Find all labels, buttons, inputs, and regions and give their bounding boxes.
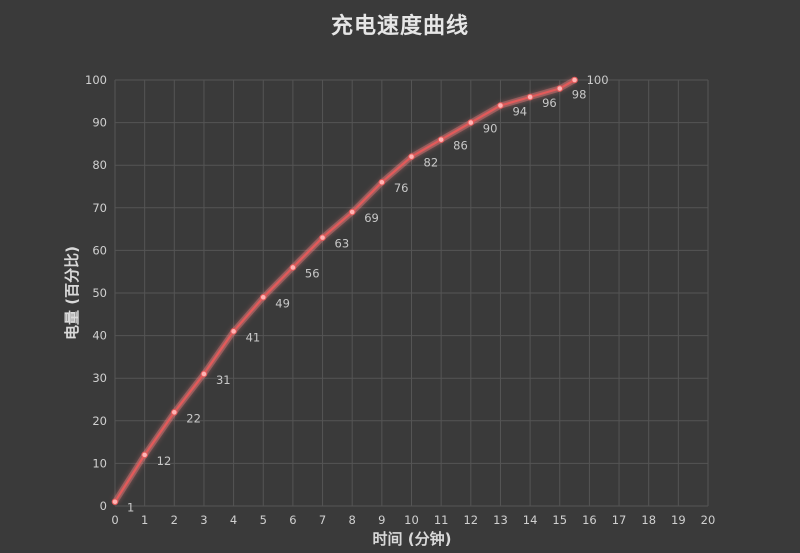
y-tick-label: 10 bbox=[92, 456, 107, 470]
data-label: 56 bbox=[305, 266, 320, 280]
data-point bbox=[319, 234, 326, 241]
y-tick-label: 70 bbox=[92, 201, 107, 215]
data-label: 1 bbox=[127, 501, 134, 515]
data-point bbox=[111, 498, 119, 506]
data-point bbox=[348, 208, 356, 216]
data-label: 100 bbox=[587, 73, 609, 87]
data-point bbox=[230, 328, 237, 335]
data-point bbox=[259, 293, 267, 301]
data-point bbox=[497, 102, 504, 109]
x-axis-label: 时间 (分钟) bbox=[373, 530, 452, 548]
x-tick-label: 16 bbox=[582, 513, 597, 527]
x-tick-label: 4 bbox=[230, 513, 237, 527]
data-label: 86 bbox=[453, 139, 468, 153]
x-tick-label: 11 bbox=[434, 513, 449, 527]
data-label: 12 bbox=[157, 454, 172, 468]
series-line bbox=[114, 79, 576, 503]
data-point bbox=[378, 178, 386, 186]
data-point bbox=[171, 408, 178, 416]
x-tick-label: 15 bbox=[552, 513, 567, 527]
data-label: 31 bbox=[216, 373, 231, 387]
series-line-group bbox=[112, 77, 577, 504]
data-label: 63 bbox=[335, 237, 350, 251]
y-tick-label: 0 bbox=[100, 499, 107, 513]
data-point bbox=[526, 93, 534, 101]
x-tick-label: 2 bbox=[171, 513, 178, 527]
data-point bbox=[467, 119, 475, 126]
data-point bbox=[571, 76, 578, 84]
x-tick-label: 3 bbox=[200, 513, 207, 527]
data-points bbox=[111, 76, 578, 506]
data-label: 98 bbox=[572, 88, 587, 102]
y-tick-label: 90 bbox=[92, 116, 107, 130]
x-tick-label: 17 bbox=[612, 513, 627, 527]
data-label: 96 bbox=[542, 96, 557, 110]
x-tick-label: 14 bbox=[523, 513, 538, 527]
x-tick-label: 9 bbox=[378, 513, 385, 527]
data-point bbox=[408, 153, 415, 160]
data-point bbox=[200, 370, 208, 378]
data-label: 41 bbox=[246, 330, 261, 344]
y-tick-label: 80 bbox=[92, 158, 107, 172]
x-tick-label: 19 bbox=[671, 513, 686, 527]
data-point bbox=[437, 136, 445, 143]
x-tick-label: 6 bbox=[289, 513, 296, 527]
data-label: 22 bbox=[186, 411, 201, 425]
x-tick-label: 20 bbox=[701, 513, 716, 527]
y-tick-label: 30 bbox=[92, 371, 107, 385]
y-tick-label: 60 bbox=[92, 243, 107, 257]
data-point bbox=[289, 264, 297, 271]
y-axis-label: 电量 (百分比) bbox=[63, 246, 81, 340]
x-tick-label: 18 bbox=[641, 513, 656, 527]
x-tick-label: 5 bbox=[260, 513, 267, 527]
y-tick-label: 20 bbox=[92, 414, 107, 428]
chart-title: 充电速度曲线 bbox=[330, 14, 469, 39]
data-label: 94 bbox=[512, 105, 527, 119]
series-line-glow bbox=[112, 77, 577, 504]
x-tick-label: 7 bbox=[319, 513, 326, 527]
grid bbox=[114, 79, 709, 507]
x-tick-label: 1 bbox=[141, 513, 148, 527]
x-tick-label: 10 bbox=[404, 513, 419, 527]
y-tick-label: 50 bbox=[92, 286, 107, 300]
data-point bbox=[141, 451, 148, 459]
x-tick-label: 8 bbox=[349, 513, 356, 527]
data-label: 76 bbox=[394, 181, 409, 195]
x-tick-label: 13 bbox=[493, 513, 508, 527]
data-label: 90 bbox=[483, 122, 498, 136]
data-label: 49 bbox=[275, 296, 290, 310]
y-tick-label: 40 bbox=[92, 329, 107, 343]
x-tick-label: 0 bbox=[111, 513, 118, 527]
data-label: 69 bbox=[364, 211, 379, 225]
data-label: 82 bbox=[424, 156, 439, 170]
y-tick-label: 100 bbox=[85, 73, 107, 87]
x-tick-label: 12 bbox=[463, 513, 478, 527]
data-point bbox=[556, 85, 564, 92]
